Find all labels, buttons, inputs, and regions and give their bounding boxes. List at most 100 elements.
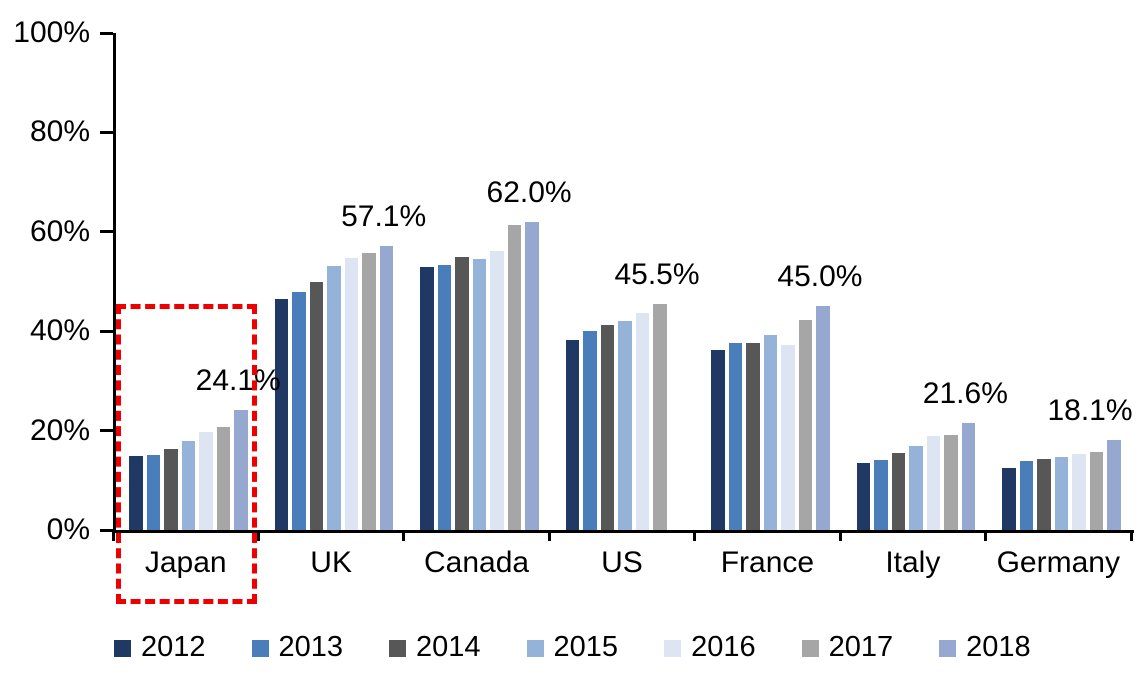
bar-us-2015 — [618, 321, 632, 530]
bar-us-2014 — [600, 325, 615, 530]
legend-item-2016: 2016 — [664, 629, 756, 665]
x-axis-tick — [402, 531, 406, 541]
y-axis-tick — [100, 230, 113, 234]
legend-item-2012: 2012 — [114, 629, 206, 665]
y-axis-tick — [100, 130, 113, 134]
bar-japan-2017 — [216, 426, 231, 530]
legend-label: 2018 — [966, 631, 1031, 663]
bar-japan-2013 — [146, 455, 161, 530]
bar-italy-2012 — [856, 463, 871, 530]
bar-group-italy — [843, 33, 988, 530]
category-label: Italy — [885, 546, 941, 579]
bar-japan-2018 — [234, 410, 248, 530]
y-axis-tick-label: 100% — [13, 16, 90, 49]
legend-item-2018: 2018 — [939, 629, 1031, 665]
bar-germany-2014 — [1037, 459, 1051, 530]
y-axis-tick-label: 80% — [29, 115, 90, 149]
bar-germany-2013 — [1019, 461, 1034, 530]
legend-swatch — [801, 639, 819, 657]
y-axis-tick — [100, 329, 113, 333]
bar-germany-2016 — [1072, 453, 1086, 530]
bar-uk-2017 — [362, 253, 376, 530]
bar-canada-2013 — [437, 265, 452, 530]
legend-swatch — [389, 639, 407, 657]
x-axis-tick — [111, 531, 115, 541]
annotation-label: 24.1% — [195, 364, 281, 398]
y-axis-tick — [100, 31, 113, 35]
bar-france-2016 — [781, 344, 795, 530]
legend-item-2015: 2015 — [526, 629, 619, 665]
bar-uk-2014 — [309, 282, 324, 530]
legend-swatch — [526, 639, 544, 657]
legend-swatch — [251, 639, 269, 657]
legend-label: 2016 — [691, 631, 756, 663]
plot-area — [113, 33, 1134, 533]
bar-italy-2017 — [944, 435, 958, 530]
bar-us-2013 — [583, 331, 597, 530]
bar-italy-2016 — [926, 435, 941, 530]
bar-canada-2015 — [472, 258, 487, 530]
legend-label: 2013 — [278, 631, 344, 663]
bar-us-2017 — [653, 303, 667, 530]
bar-canada-2017 — [507, 224, 522, 530]
category-label: France — [720, 546, 815, 579]
bar-group-us — [552, 33, 697, 530]
x-axis-tick — [693, 531, 697, 541]
legend-label: 2017 — [828, 631, 894, 663]
bar-group-france — [698, 33, 843, 530]
bar-canada-2012 — [420, 267, 434, 530]
bar-group-germany — [989, 33, 1134, 530]
bar-canada-2016 — [490, 251, 504, 530]
y-axis-tick-label: 40% — [29, 314, 90, 348]
bar-uk-2016 — [344, 257, 359, 530]
bar-italy-2015 — [909, 446, 923, 530]
legend-item-2017: 2017 — [801, 629, 894, 665]
legend-label: 2015 — [553, 631, 619, 663]
category-label: Germany — [996, 546, 1120, 579]
legend-label: 2012 — [141, 631, 206, 663]
bar-france-2013 — [728, 342, 743, 530]
bar-germany-2017 — [1089, 452, 1104, 530]
annotation-label: 45.5% — [614, 257, 700, 291]
bar-japan-2014 — [164, 449, 178, 530]
highlight-box — [116, 303, 258, 604]
bar-uk-2015 — [327, 266, 341, 530]
bar-germany-2012 — [1002, 468, 1016, 530]
legend-item-2014: 2014 — [389, 629, 481, 665]
bar-canada-2014 — [455, 256, 469, 530]
bar-france-2017 — [798, 319, 813, 530]
bar-italy-2013 — [874, 459, 888, 530]
annotation-label: 18.1% — [1047, 394, 1133, 428]
bar-uk-2018 — [379, 246, 394, 530]
y-axis-tick — [100, 429, 113, 433]
bar-italy-2018 — [961, 422, 976, 530]
bar-italy-2014 — [891, 453, 906, 530]
bar-us-2012 — [565, 340, 580, 530]
x-axis-tick — [256, 531, 260, 541]
legend-swatch — [664, 639, 682, 657]
y-axis-tick-label: 0% — [46, 513, 90, 546]
bar-france-2018 — [816, 306, 830, 530]
annotation-label: 57.1% — [341, 200, 427, 234]
legend-item-2013: 2013 — [251, 629, 344, 665]
legend: 2012 2013 2014 2015 2016 2017 2018 — [114, 629, 1077, 665]
bar-canada-2018 — [525, 221, 539, 530]
annotation-label: 21.6% — [922, 376, 1008, 410]
bar-uk-2012 — [274, 299, 289, 530]
legend-swatch — [939, 639, 957, 657]
x-axis-tick — [1129, 531, 1133, 541]
legend-label: 2014 — [416, 631, 481, 663]
bar-us-2016 — [635, 313, 650, 530]
bar-france-2014 — [746, 342, 760, 530]
category-label: Canada — [424, 546, 530, 579]
bar-germany-2015 — [1054, 457, 1069, 530]
bar-japan-2015 — [181, 441, 196, 530]
x-axis-tick — [547, 531, 551, 541]
bar-japan-2012 — [129, 456, 143, 530]
bar-france-2015 — [763, 334, 778, 530]
category-label: Japan — [144, 546, 227, 579]
y-axis-tick-label: 20% — [29, 413, 90, 447]
bar-group-uk — [261, 33, 406, 530]
bar-japan-2016 — [199, 432, 213, 530]
